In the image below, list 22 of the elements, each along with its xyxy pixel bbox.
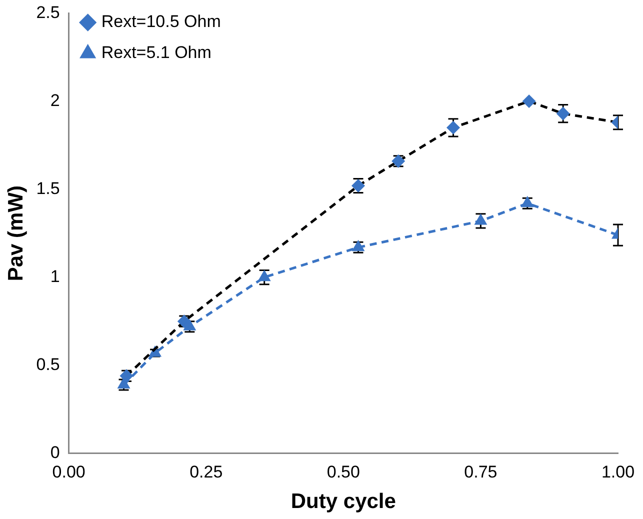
y-tick-label: 0: [50, 443, 60, 462]
point: [522, 94, 536, 108]
x-axis-title: Duty cycle: [290, 490, 396, 514]
point: [447, 121, 460, 134]
y-tick-label: 2.5: [36, 2, 60, 22]
y-tick-label: 1: [50, 267, 60, 286]
y-tick-label: 2: [50, 90, 60, 110]
x-tick-label: 0.50: [326, 462, 360, 482]
x-tick-label: 1.00: [601, 462, 635, 482]
y-axis-title: Pav (mW): [4, 185, 28, 282]
legend-label: Rext=5.1 Ohm: [101, 43, 212, 62]
point: [258, 271, 270, 282]
y-tick-label: 1.5: [36, 178, 60, 198]
x-tick-label: 0.25: [190, 462, 223, 482]
x-tick-label: 0.00: [52, 462, 86, 482]
point: [184, 320, 196, 330]
point: [118, 378, 130, 388]
point: [556, 107, 570, 120]
x-tick-label: 0.75: [464, 462, 498, 482]
legend-label: Rext=10.5 Ohm: [101, 12, 221, 32]
point: [475, 214, 486, 225]
y-tick-label: 0.5: [36, 355, 60, 374]
